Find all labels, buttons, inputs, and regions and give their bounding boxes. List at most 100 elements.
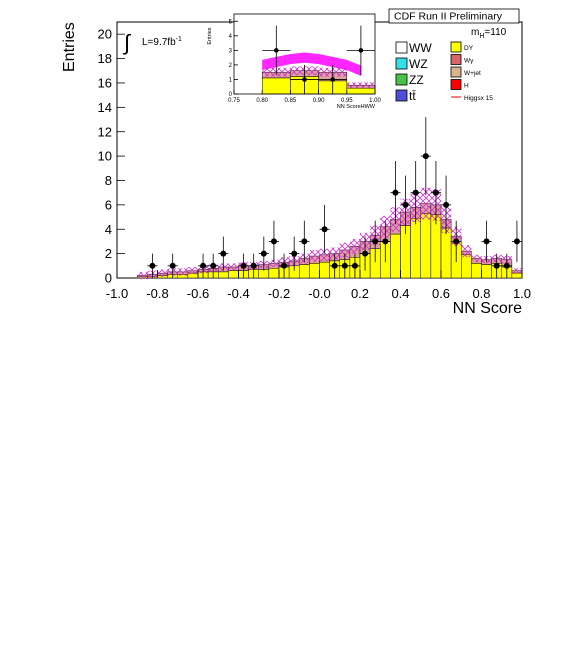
data-point <box>412 189 419 196</box>
dy-bar <box>511 272 523 279</box>
dy-bar <box>218 271 229 279</box>
inset-y-axis-ticks: 0 1 2 3 4 5 <box>229 19 238 98</box>
dy-bar <box>228 270 239 279</box>
legend-label: DY <box>464 45 474 52</box>
data-point <box>281 262 288 269</box>
data-point <box>392 189 399 196</box>
legend-swatch <box>395 89 408 102</box>
title-box <box>388 8 520 24</box>
data-point <box>351 262 358 269</box>
x-tick-label: 0.4 <box>391 286 409 301</box>
uncertainty-bin <box>346 82 375 89</box>
dy-bar <box>268 267 280 279</box>
legend: WW WZ ZZ tt̄ DY Wγ W+jet H Higgsx 15 <box>393 38 516 103</box>
legend-label: WZ <box>409 57 428 71</box>
y-tick-label: 6 <box>105 197 112 212</box>
data-point <box>513 238 520 245</box>
dy-bar <box>481 264 492 279</box>
uncertainty-bin <box>349 238 360 254</box>
y-tick-label: 3 <box>229 48 233 54</box>
x-tick-label: 1.00 <box>369 98 381 104</box>
x-tick-label: 0.2 <box>351 286 369 301</box>
dy-bar <box>410 218 421 279</box>
uncertainty-bin <box>511 268 522 274</box>
y-tick-label: 2 <box>229 63 233 69</box>
data-point <box>453 238 460 245</box>
signal-band <box>262 52 361 76</box>
dy-bar <box>461 254 472 279</box>
x-tick-label: 0.75 <box>228 98 240 104</box>
x-tick-label: -0.2 <box>268 286 290 301</box>
y-tick-label: 4 <box>105 222 112 237</box>
data-points <box>147 117 522 278</box>
legend-label: Higgsx 15 <box>464 95 493 102</box>
data-point <box>220 250 227 257</box>
uncertainty-bin <box>309 249 320 263</box>
data-point <box>274 48 279 53</box>
legend-swatch <box>395 73 408 86</box>
y-tick-label: 5 <box>229 19 233 25</box>
y-tick-label: 8 <box>105 173 112 188</box>
y-tick-label: 18 <box>98 51 112 66</box>
x-tick-label: 0.95 <box>341 98 353 104</box>
inset-x-axis-ticks: 0.75 0.80 0.85 0.90 0.95 1.00 <box>228 90 381 104</box>
uncertainty-bin <box>339 242 350 258</box>
dy-bar <box>346 87 376 95</box>
y-tick-label: 0 <box>229 92 233 98</box>
y-tick-label: 4 <box>229 34 233 40</box>
x-tick-label: -0.6 <box>187 286 209 301</box>
uncertainty-bin <box>420 187 431 220</box>
data-point <box>443 201 450 208</box>
data-point <box>149 262 156 269</box>
uncertainty-bin <box>471 254 482 263</box>
uncertainty-bin <box>268 259 279 268</box>
dy-bar <box>319 261 330 279</box>
data-point <box>432 189 439 196</box>
data-point <box>169 262 176 269</box>
y-axis-label: Entries <box>61 22 78 72</box>
inset-frame <box>233 13 376 95</box>
data-point <box>301 238 308 245</box>
data-point <box>362 250 369 257</box>
uncertainty-bin <box>137 271 148 280</box>
x-tick-label: -0.0 <box>308 286 330 301</box>
data-point <box>483 238 490 245</box>
mass-label: mH=110 <box>471 27 507 40</box>
x-tick-label: 0.80 <box>256 98 268 104</box>
y-tick-label: 0 <box>105 271 112 286</box>
inset-x-axis-label: NN ScoreHWW <box>337 104 376 110</box>
data-point <box>210 262 217 269</box>
inset-y-axis-label: Entries <box>207 27 213 44</box>
uncertainty-bin <box>461 245 472 258</box>
x-tick-label: -0.8 <box>146 286 168 301</box>
dy-bar <box>440 227 452 279</box>
y-tick-label: 14 <box>98 100 112 115</box>
data-point <box>493 262 500 269</box>
legend-swatch <box>450 66 462 78</box>
data-point <box>302 77 307 82</box>
y-tick-label: 10 <box>98 149 112 164</box>
legend-swatch <box>450 54 462 65</box>
data-point <box>260 250 267 257</box>
x-tick-label: 0.8 <box>472 286 490 301</box>
data-point <box>358 48 364 53</box>
legend-label: tt̄ <box>409 89 416 103</box>
data-point <box>200 262 207 269</box>
legend-label: W+jet <box>464 70 481 77</box>
legend-label: Wγ <box>464 58 474 65</box>
dy-bar <box>420 213 432 279</box>
inset-signal-band <box>262 52 361 76</box>
uncertainty-bin <box>319 248 330 261</box>
x-axis-ticks: -1.0 -0.8 -0.6 -0.4 -0.2 -0.0 0.2 0.4 0.6 0.8 1.0 <box>106 270 531 301</box>
x-tick-label: 1.0 <box>513 286 531 301</box>
data-point <box>270 238 277 245</box>
data-point <box>422 153 429 160</box>
legend-label: ZZ <box>409 73 424 87</box>
data-point <box>372 238 379 245</box>
x-tick-label: 0.6 <box>432 286 450 301</box>
uncertainty-bin <box>177 268 188 276</box>
dy-bar <box>390 233 401 279</box>
legend-swatch <box>450 79 462 90</box>
dy-bar <box>261 77 291 95</box>
